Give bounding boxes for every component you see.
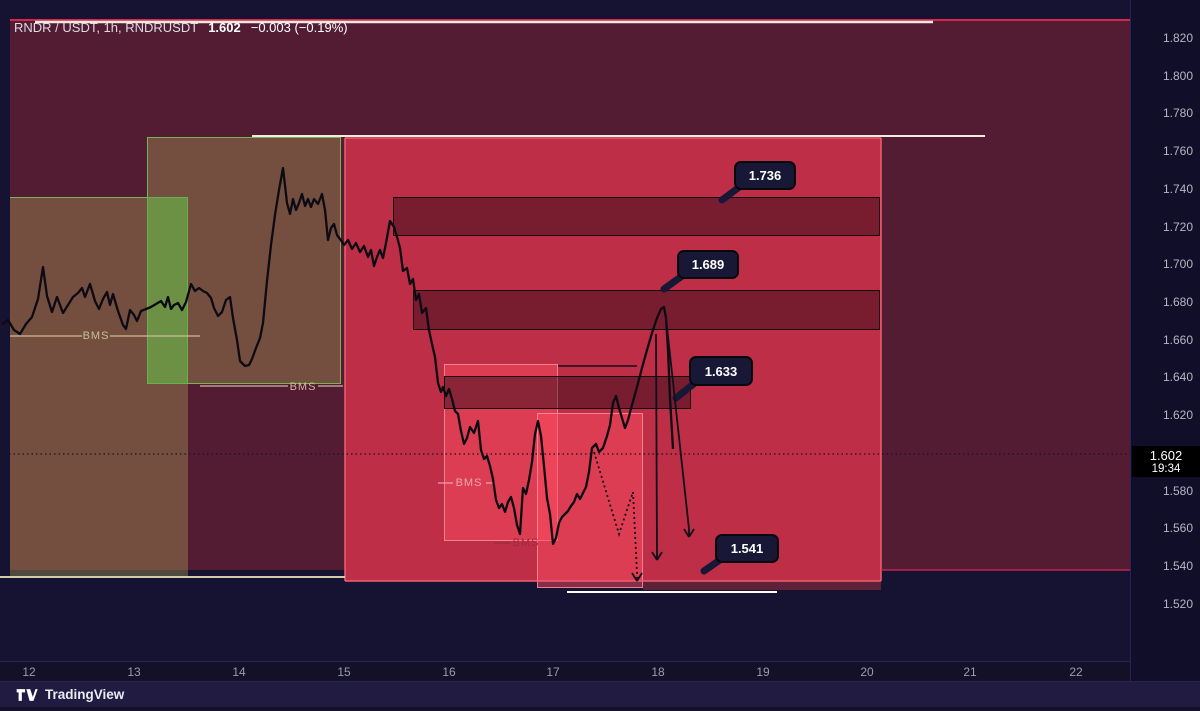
drawings-overlay <box>0 20 1130 593</box>
arrow-head-icon <box>656 551 663 561</box>
price-callout-1.736[interactable]: 1.736 <box>734 161 796 190</box>
time-axis-label: 15 <box>337 665 351 679</box>
projection-arrow-right[interactable] <box>665 317 690 537</box>
chart-pane[interactable]: 1.736 1.689 1.633 1.541 BMS BMS BMS BMS <box>0 0 1130 661</box>
arrow-head-icon <box>683 528 690 538</box>
supply-box-1633[interactable] <box>444 376 691 409</box>
arrow-head-icon <box>636 572 643 582</box>
price-axis-label: 1.520 <box>1162 597 1193 611</box>
price-axis-label: 1.820 <box>1162 31 1193 45</box>
arrow-head-icon <box>688 528 695 538</box>
sub-zone-bright-left[interactable] <box>444 364 558 541</box>
red-main-understrip[interactable] <box>643 581 881 590</box>
time-axis[interactable]: 12 13 14 15 16 17 18 19 20 21 22 <box>0 661 1130 682</box>
time-axis-label: 22 <box>1069 665 1083 679</box>
bms-label: BMS <box>82 330 110 342</box>
price-callout-1.689[interactable]: 1.689 <box>677 250 739 279</box>
last-price-marker-time: 19:34 <box>1151 463 1181 475</box>
time-axis-label: 16 <box>442 665 456 679</box>
time-axis-label: 17 <box>546 665 560 679</box>
price-axis-label: 1.700 <box>1162 257 1193 271</box>
price-callout-1.633[interactable]: 1.633 <box>689 356 753 386</box>
price-axis-label: 1.760 <box>1162 144 1193 158</box>
price-axis-label: 1.620 <box>1162 408 1193 422</box>
projection-arrow-left[interactable] <box>655 333 658 560</box>
bms-label: BMS <box>455 477 483 489</box>
price-axis-label: 1.580 <box>1162 484 1193 498</box>
price-axis-label: 1.660 <box>1162 333 1193 347</box>
time-axis-label: 12 <box>22 665 36 679</box>
symbol-title[interactable]: RNDR / USDT, 1h, RNDRUSDT <box>14 20 199 35</box>
price-change: −0.003 (−0.19%) <box>250 20 348 35</box>
tradingview-logo[interactable]: TradingView <box>16 687 124 702</box>
price-axis[interactable]: 1.602 19:34 1.820 1.800 1.780 1.760 1.740 1.7… <box>1130 0 1200 681</box>
tradingview-logo-text: TradingView <box>45 687 125 702</box>
projection-arrow-dotted-zigzag[interactable] <box>593 451 638 581</box>
price-callout-1.541[interactable]: 1.541 <box>715 534 779 563</box>
time-axis-label: 13 <box>127 665 141 679</box>
arrow-head-icon <box>631 572 638 582</box>
last-price-value: 1.602 <box>208 20 241 35</box>
bottom-toolbar: TradingView <box>0 681 1200 711</box>
price-line-series <box>1 166 675 546</box>
time-axis-label: 21 <box>963 665 977 679</box>
price-axis-label: 1.720 <box>1162 220 1193 234</box>
tradingview-logo-icon <box>16 688 38 701</box>
supply-box-1689[interactable] <box>413 290 880 330</box>
price-axis-label: 1.540 <box>1162 559 1193 573</box>
sub-zone-bright-right[interactable] <box>537 413 643 588</box>
price-axis-label: 1.640 <box>1162 370 1193 384</box>
last-price-marker-value: 1.602 <box>1149 448 1183 463</box>
price-axis-label: 1.800 <box>1162 69 1193 83</box>
time-axis-label: 19 <box>756 665 770 679</box>
time-axis-label: 14 <box>232 665 246 679</box>
symbol-header[interactable]: RNDR / USDT, 1h, RNDRUSDT 1.602 −0.003 (… <box>14 20 348 35</box>
time-axis-label: 20 <box>860 665 874 679</box>
price-axis-label: 1.560 <box>1162 521 1193 535</box>
overlap-green-band[interactable] <box>147 197 188 384</box>
supply-box-1736[interactable] <box>393 197 880 236</box>
price-axis-label: 1.740 <box>1162 182 1193 196</box>
price-axis-label: 1.780 <box>1162 106 1193 120</box>
arrow-head-icon <box>651 551 658 561</box>
bms-label: BMS <box>289 381 317 393</box>
bms-label: BMS <box>512 537 540 549</box>
last-price-marker: 1.602 19:34 <box>1132 446 1200 477</box>
price-axis-label: 1.680 <box>1162 295 1193 309</box>
bottom-edge <box>0 707 1200 711</box>
time-axis-label: 18 <box>651 665 665 679</box>
